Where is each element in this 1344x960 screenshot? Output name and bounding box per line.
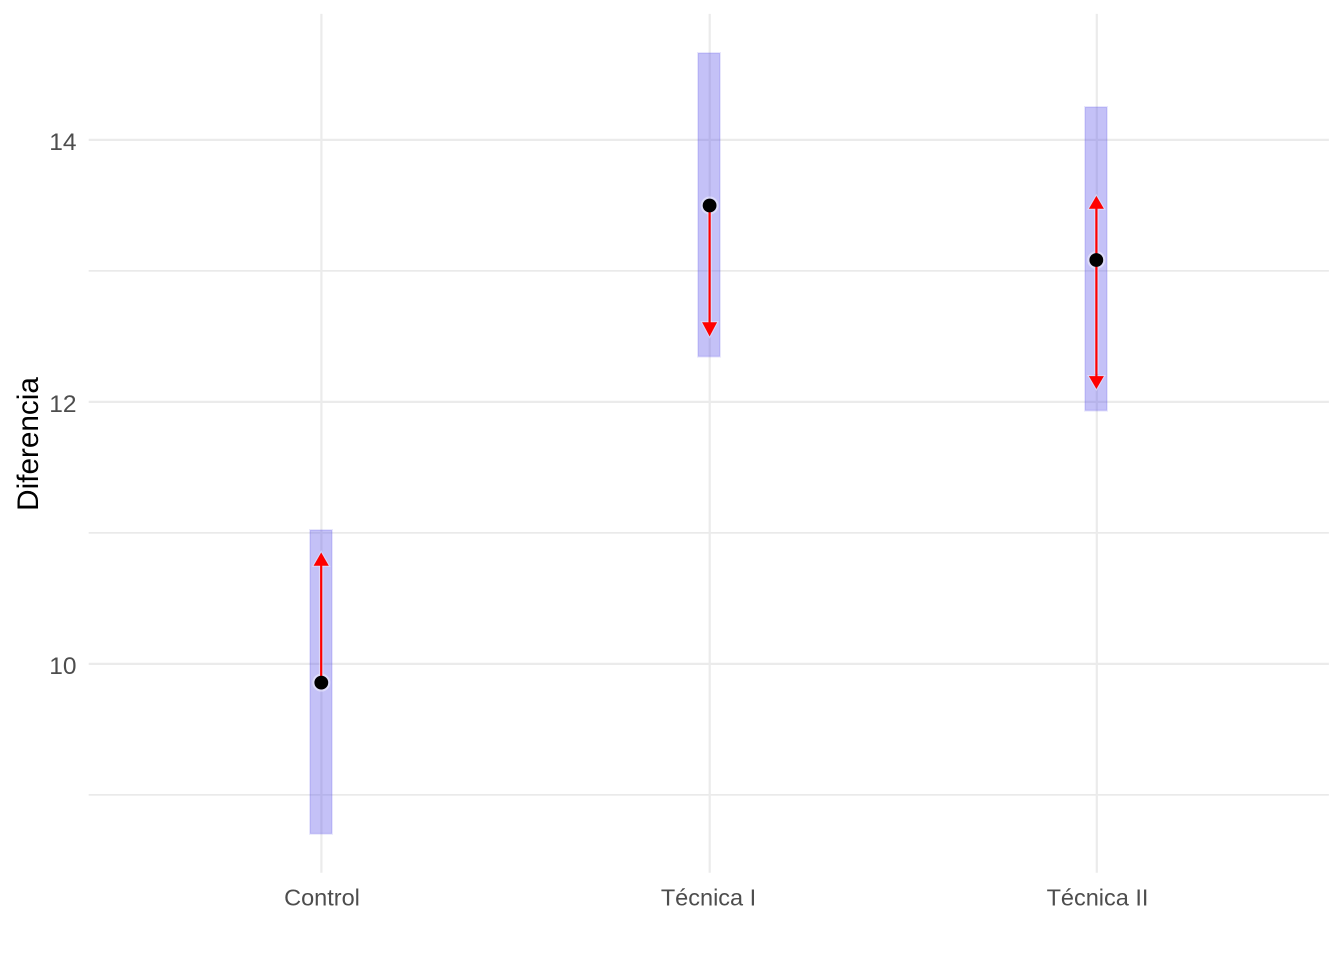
- svg-text:Técnica I: Técnica I: [661, 885, 756, 911]
- svg-text:10: 10: [49, 653, 76, 680]
- svg-text:Técnica II: Técnica II: [1047, 885, 1149, 911]
- svg-text:Control: Control: [284, 885, 360, 911]
- svg-text:14: 14: [49, 129, 76, 156]
- svg-text:Diferencia: Diferencia: [12, 377, 45, 511]
- svg-text:12: 12: [49, 391, 76, 418]
